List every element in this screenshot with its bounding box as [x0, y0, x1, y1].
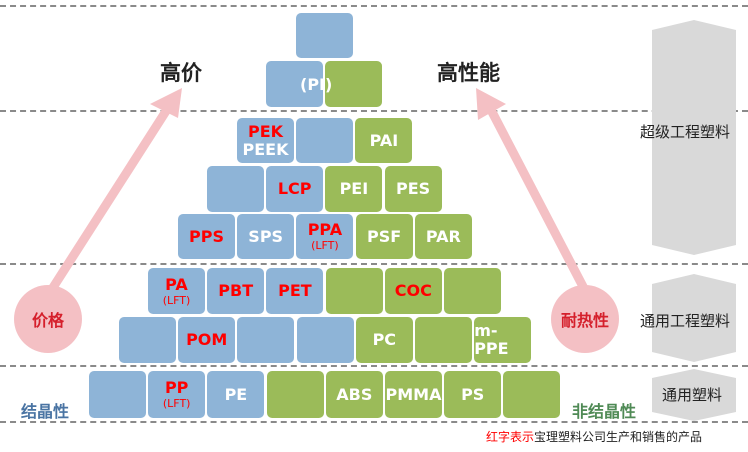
material-block-pom: POM: [178, 317, 236, 363]
material-block: [266, 61, 323, 107]
material-block: [207, 166, 264, 212]
block-label: COC: [394, 281, 432, 300]
block-label: POM: [186, 330, 228, 349]
legend-note: 红字表示宝理塑料公司生产和销售的产品: [486, 428, 702, 445]
divider: [0, 365, 748, 367]
block-label: PS: [461, 384, 485, 404]
block-label: ABS: [336, 384, 373, 404]
high-performance-label: 高性能: [437, 61, 500, 85]
block-label: PPA: [307, 220, 343, 239]
material-block-sps: SPS: [237, 214, 295, 259]
material-block-pbt: PBT: [207, 268, 265, 314]
block-label-secondary: PEEK: [242, 139, 289, 159]
material-block: [503, 371, 561, 418]
right-arrow-shaft: [486, 105, 594, 303]
block-label: PET: [278, 281, 312, 300]
divider: [0, 110, 748, 112]
block-label: PP: [164, 378, 189, 397]
tier-hexagon-general: [652, 369, 736, 421]
divider: [0, 263, 748, 265]
material-block: [325, 61, 383, 107]
heat-resistance-circle: 耐热性: [551, 285, 619, 353]
divider: [0, 421, 748, 423]
material-block: [415, 317, 472, 363]
block-label: PEI: [339, 179, 369, 198]
block-label: PA: [165, 274, 188, 294]
material-block: [89, 371, 146, 418]
material-block-par: PAR: [414, 214, 472, 259]
block-label: PE: [224, 384, 248, 404]
left-arrow-shaft: [41, 105, 172, 303]
block-sublabel: (LFT): [162, 293, 191, 307]
legend-note-red: 红字表示: [486, 430, 535, 444]
material-block: [296, 13, 353, 58]
material-block-pmma: PMMA: [385, 371, 442, 418]
material-block-m-ppe: m-PPE: [474, 317, 532, 363]
tier-hexagon-super: [652, 20, 736, 255]
material-block: [237, 317, 295, 363]
block-label: PEK: [247, 121, 284, 141]
crystalline-label: 结晶性: [21, 402, 70, 421]
material-block-pa: PA (LFT): [148, 268, 205, 314]
material-block-ppa: PPA (LFT): [296, 214, 354, 259]
block-label: m-PPE: [474, 321, 509, 358]
tier-label-super-engineering: 超级工程塑料: [640, 123, 731, 141]
block-label: LCP: [277, 179, 312, 198]
material-block-pes: PES: [384, 166, 442, 212]
price-circle: 价格: [14, 285, 82, 353]
pi-label: (PI): [300, 75, 333, 94]
block-label: SPS: [248, 226, 284, 246]
material-block: [325, 268, 383, 314]
material-block: [296, 118, 354, 163]
material-block: [266, 371, 324, 418]
block-label: PES: [396, 179, 431, 198]
material-block-coc: COC: [384, 268, 442, 314]
block-label: PBT: [218, 281, 254, 300]
material-block-pe: PE: [207, 371, 265, 418]
material-block-psf: PSF: [355, 214, 413, 259]
block-label: PPS: [189, 226, 224, 246]
legend-note-text: 宝理塑料公司生产和销售的产品: [534, 430, 703, 444]
material-block: [444, 268, 501, 314]
material-block-pps: PPS: [178, 214, 235, 259]
block-sublabel: (LFT): [162, 397, 191, 410]
block-label: PAR: [425, 226, 461, 246]
material-block-pp: PP (LFT): [148, 371, 206, 418]
material-block: [119, 317, 176, 363]
material-block-abs: ABS: [325, 371, 383, 418]
amorphous-label: 非结晶性: [572, 402, 637, 421]
tier-label-engineering: 通用工程塑料: [640, 312, 731, 330]
block-label: PSF: [367, 226, 402, 246]
left-arrow-head: [150, 88, 182, 118]
block-label: PAI: [369, 130, 399, 150]
block-label: PC: [372, 330, 397, 349]
material-block-pet: PET: [266, 268, 324, 314]
tier-label-general: 通用塑料: [662, 386, 723, 404]
material-block: [296, 317, 354, 363]
tier-hexagon-engineering: [652, 274, 736, 362]
material-block-pc: PC: [355, 317, 413, 363]
right-arrow-head: [476, 88, 506, 120]
divider: [0, 5, 748, 7]
material-block-lcp: LCP: [266, 166, 324, 212]
material-block-ps: PS: [444, 371, 502, 418]
high-price-label: 高价: [160, 61, 202, 85]
block-label: PMMA: [385, 384, 442, 404]
material-block-pei: PEI: [325, 166, 383, 212]
block-sublabel: (LFT): [311, 239, 339, 252]
material-block-pai: PAI: [355, 118, 413, 163]
material-block-pek: PEK PEEK: [237, 118, 294, 163]
